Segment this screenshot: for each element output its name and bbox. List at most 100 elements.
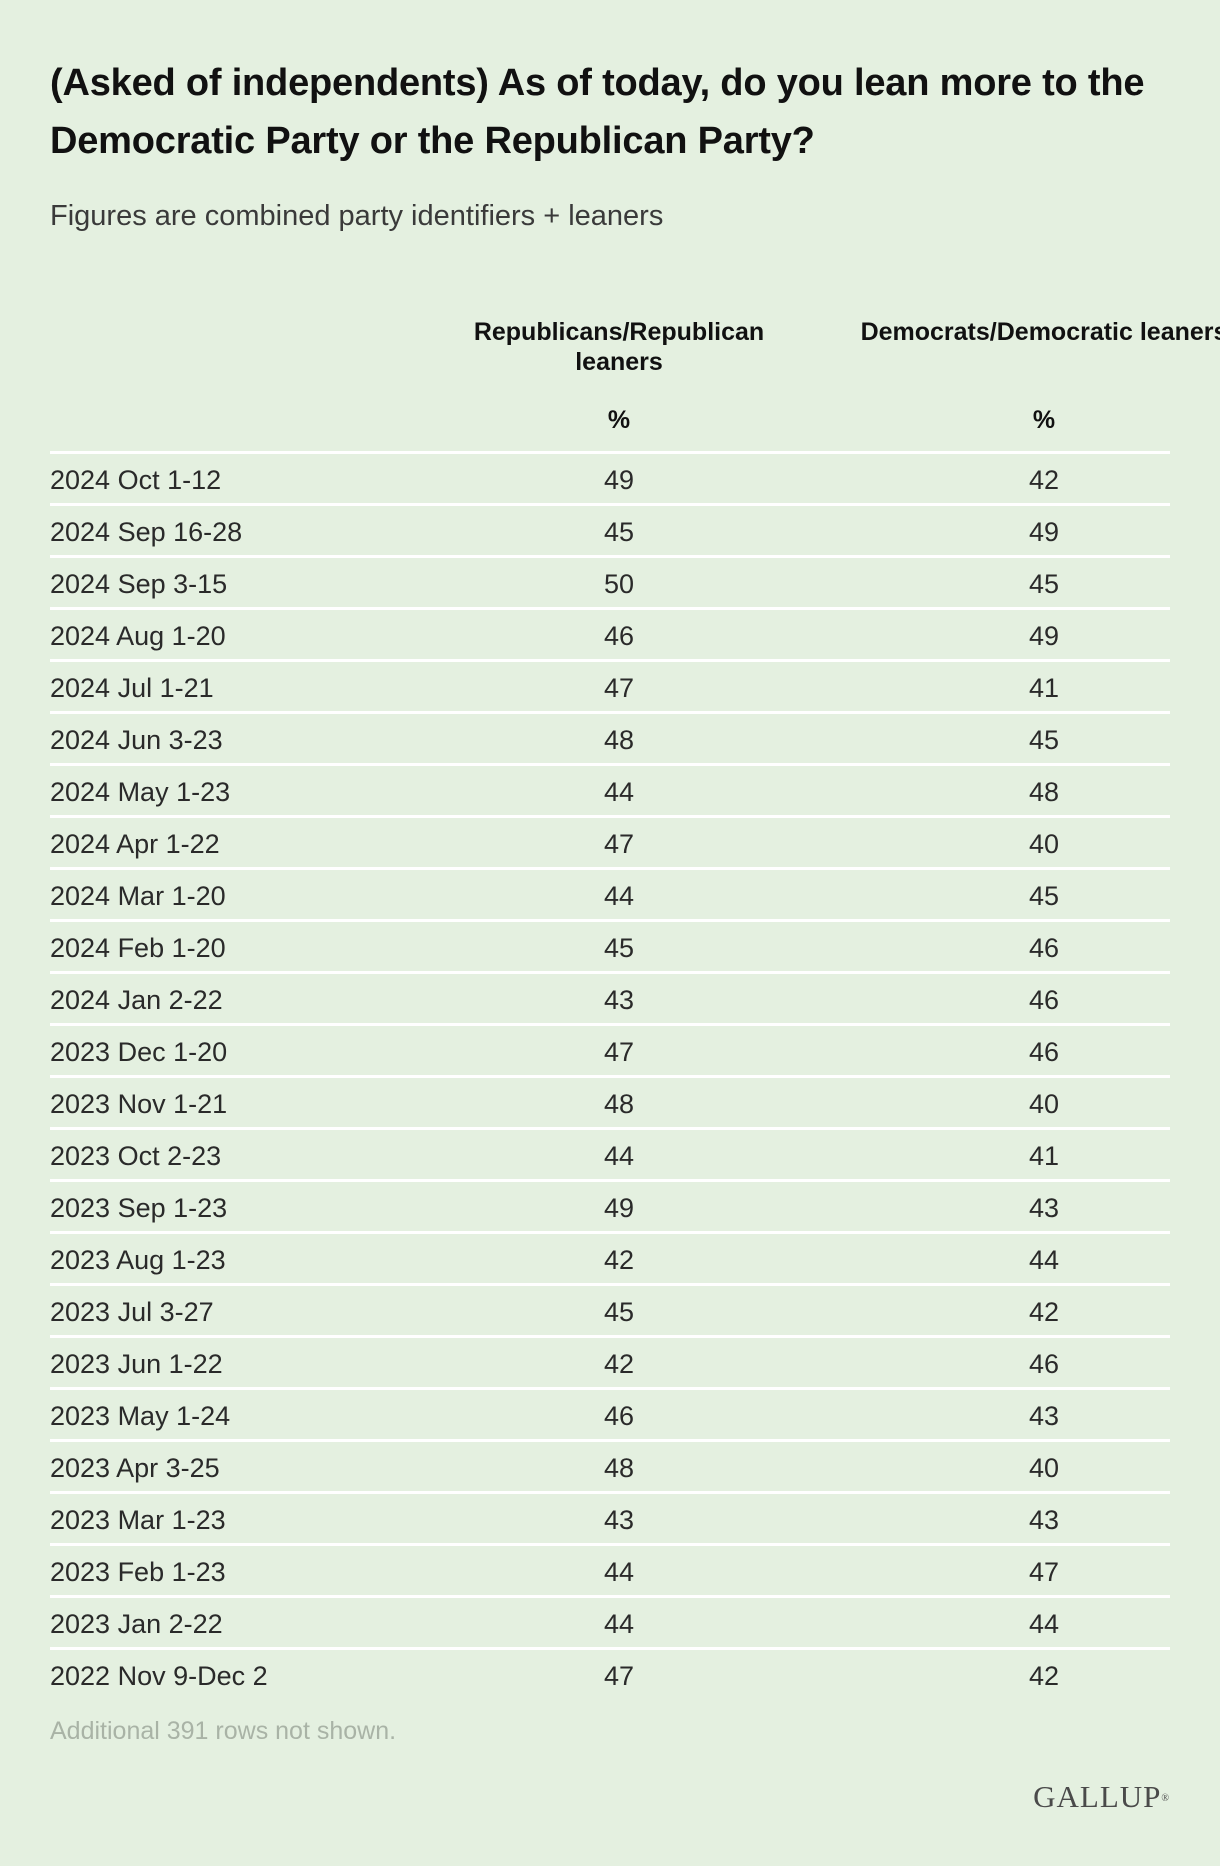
republican-value: 44 (603, 881, 635, 911)
table-row: 2023 Dec 1-20 47 46 (50, 1023, 1170, 1075)
democrat-value: 48 (1028, 777, 1060, 807)
table-row: 2022 Nov 9-Dec 2 47 42 (50, 1647, 1170, 1699)
table-row: 2023 Jan 2-22 44 44 (50, 1595, 1170, 1647)
democrat-value: 49 (1028, 517, 1060, 547)
table-row: 2023 Sep 1-23 49 43 (50, 1179, 1170, 1231)
row-date-label: 2024 Jul 1-21 (50, 673, 214, 703)
row-date-label: 2024 Jun 3-23 (50, 725, 223, 755)
table-row: 2024 May 1-23 44 48 (50, 763, 1170, 815)
column-header-republicans: Republicans/Republican leaners (473, 318, 765, 376)
republican-value: 47 (603, 829, 635, 859)
data-table: 2024 Oct 1-12 49 42 2024 Sep 16-28 45 49 2024 … (50, 451, 1170, 1699)
democrat-value: 47 (1028, 1557, 1060, 1587)
table-row: 2023 Jul 3-27 45 42 (50, 1283, 1170, 1335)
democrat-value: 43 (1028, 1505, 1060, 1535)
table-row: 2024 Apr 1-22 47 40 (50, 815, 1170, 867)
unit-label-democrats: % (1032, 406, 1056, 434)
table-row: 2024 Oct 1-12 49 42 (50, 451, 1170, 503)
democrat-value: 41 (1028, 1141, 1060, 1171)
democrat-value: 40 (1028, 1453, 1060, 1483)
democrat-value: 45 (1028, 881, 1060, 911)
democrat-value: 40 (1028, 1089, 1060, 1119)
row-date-label: 2024 Aug 1-20 (50, 621, 226, 651)
democrat-value: 44 (1028, 1245, 1060, 1275)
republican-value: 49 (603, 1193, 635, 1223)
republican-value: 43 (603, 985, 635, 1015)
row-date-label: 2024 Sep 3-15 (50, 569, 228, 599)
row-date-label: 2022 Nov 9-Dec 2 (50, 1661, 268, 1691)
row-date-label: 2023 Oct 2-23 (50, 1141, 222, 1171)
republican-value: 42 (603, 1245, 635, 1275)
chart-subtitle: Figures are combined party identifiers +… (50, 200, 664, 232)
republican-value: 44 (603, 1141, 635, 1171)
footnote: Additional 391 rows not shown. (50, 1717, 397, 1745)
republican-value: 42 (603, 1349, 635, 1379)
republican-value: 47 (603, 1037, 635, 1067)
republican-value: 43 (603, 1505, 635, 1535)
row-date-label: 2023 May 1-24 (50, 1401, 231, 1431)
republican-value: 44 (603, 777, 635, 807)
row-date-label: 2024 Sep 16-28 (50, 517, 243, 547)
table-row: 2023 Apr 3-25 48 40 (50, 1439, 1170, 1491)
row-date-label: 2023 Nov 1-21 (50, 1089, 228, 1119)
table-row: 2024 Jul 1-21 47 41 (50, 659, 1170, 711)
table-row: 2024 Jun 3-23 48 45 (50, 711, 1170, 763)
column-header-democrats: Democrats/Democratic leaners (860, 318, 1220, 346)
table-row: 2023 Nov 1-21 48 40 (50, 1075, 1170, 1127)
democrat-value: 46 (1028, 1037, 1060, 1067)
table-row: 2024 Jan 2-22 43 46 (50, 971, 1170, 1023)
table-row: 2024 Sep 16-28 45 49 (50, 503, 1170, 555)
table-row: 2023 Aug 1-23 42 44 (50, 1231, 1170, 1283)
row-date-label: 2024 Apr 1-22 (50, 829, 220, 859)
row-date-label: 2023 Feb 1-23 (50, 1557, 226, 1587)
row-date-label: 2023 Dec 1-20 (50, 1037, 228, 1067)
table-row: 2023 Mar 1-23 43 43 (50, 1491, 1170, 1543)
democrat-value: 49 (1028, 621, 1060, 651)
gallup-logo: GALLUP® (1033, 1779, 1170, 1815)
row-date-label: 2023 Apr 3-25 (50, 1453, 220, 1483)
democrat-value: 41 (1028, 673, 1060, 703)
republican-value: 49 (603, 465, 635, 495)
row-date-label: 2023 Aug 1-23 (50, 1245, 226, 1275)
republican-value: 48 (603, 725, 635, 755)
table-row: 2024 Feb 1-20 45 46 (50, 919, 1170, 971)
table-row: 2024 Sep 3-15 50 45 (50, 555, 1170, 607)
democrat-value: 42 (1028, 465, 1060, 495)
republican-value: 46 (603, 1401, 635, 1431)
republican-value: 45 (603, 933, 635, 963)
chart-title: (Asked of independents) As of today, do … (50, 62, 1145, 162)
logo-text: GALLUP (1033, 1779, 1162, 1814)
republican-value: 45 (603, 1297, 635, 1327)
row-date-label: 2024 Jan 2-22 (50, 985, 223, 1015)
unit-label-republicans: % (607, 406, 631, 434)
democrat-value: 42 (1028, 1661, 1060, 1691)
row-date-label: 2023 Jun 1-22 (50, 1349, 223, 1379)
row-date-label: 2023 Sep 1-23 (50, 1193, 228, 1223)
democrat-value: 45 (1028, 725, 1060, 755)
row-date-label: 2024 May 1-23 (50, 777, 231, 807)
row-date-label: 2023 Jul 3-27 (50, 1297, 214, 1327)
republican-value: 45 (603, 517, 635, 547)
row-date-label: 2024 Oct 1-12 (50, 465, 222, 495)
republican-value: 44 (603, 1609, 635, 1639)
democrat-value: 43 (1028, 1193, 1060, 1223)
table-row: 2023 Oct 2-23 44 41 (50, 1127, 1170, 1179)
table-row: 2024 Mar 1-20 44 45 (50, 867, 1170, 919)
democrat-value: 40 (1028, 829, 1060, 859)
democrat-value: 45 (1028, 569, 1060, 599)
registered-mark: ® (1161, 1793, 1170, 1804)
republican-value: 48 (603, 1089, 635, 1119)
democrat-value: 46 (1028, 985, 1060, 1015)
democrat-value: 44 (1028, 1609, 1060, 1639)
republican-value: 46 (603, 621, 635, 651)
democrat-value: 43 (1028, 1401, 1060, 1431)
table-row: 2023 Jun 1-22 42 46 (50, 1335, 1170, 1387)
republican-value: 44 (603, 1557, 635, 1587)
democrat-value: 42 (1028, 1297, 1060, 1327)
table-row: 2024 Aug 1-20 46 49 (50, 607, 1170, 659)
republican-value: 50 (603, 569, 635, 599)
row-date-label: 2024 Mar 1-20 (50, 881, 226, 911)
row-date-label: 2023 Mar 1-23 (50, 1505, 226, 1535)
table-row: 2023 Feb 1-23 44 47 (50, 1543, 1170, 1595)
row-date-label: 2024 Feb 1-20 (50, 933, 226, 963)
